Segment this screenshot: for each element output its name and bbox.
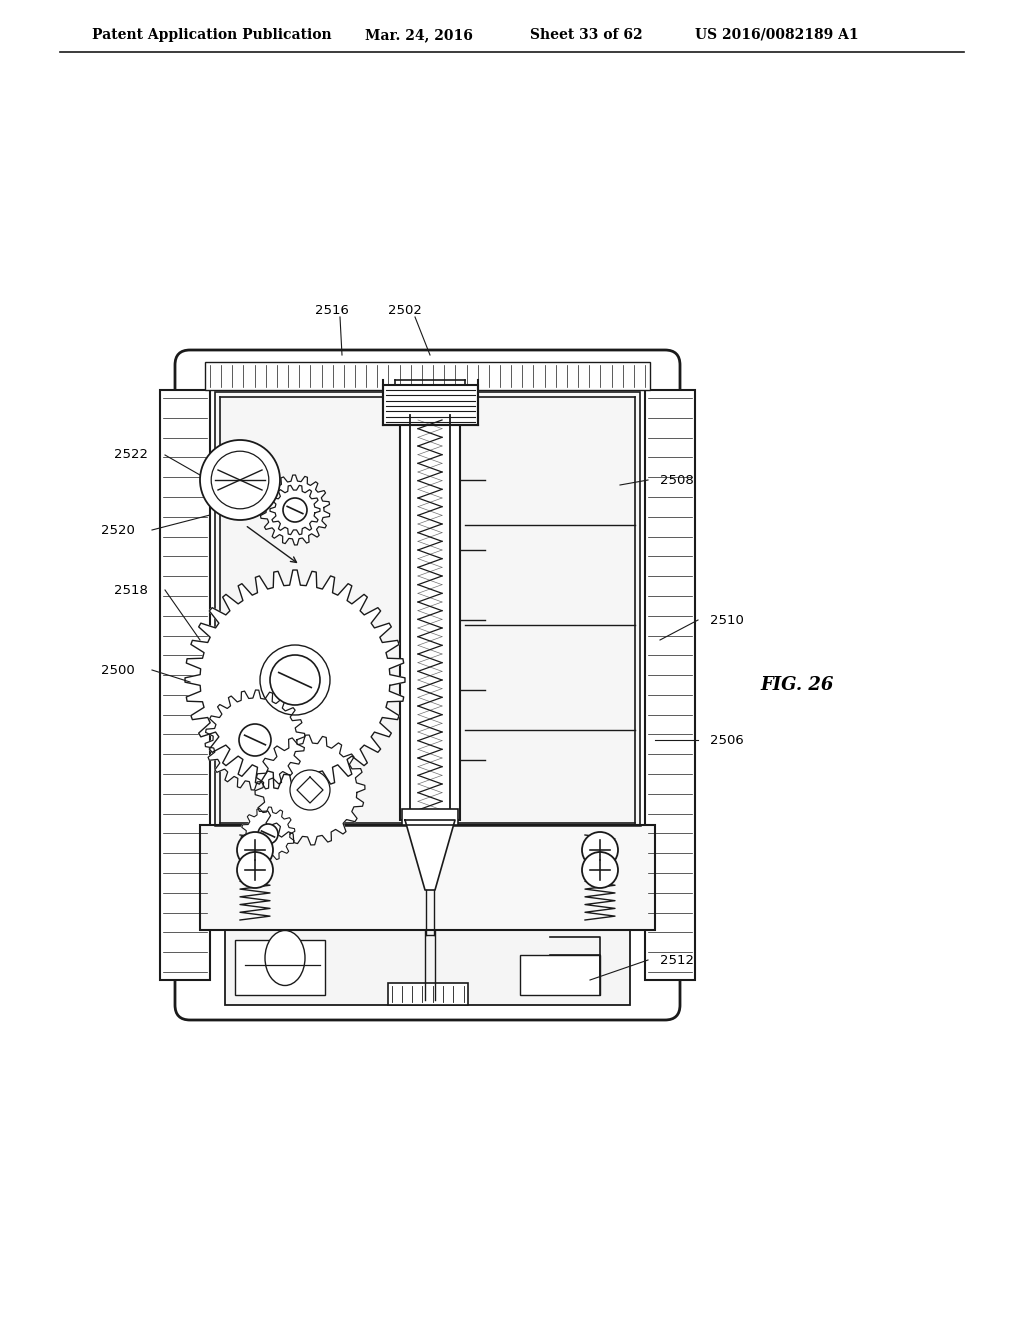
Circle shape: [582, 832, 618, 869]
Text: 2510: 2510: [710, 614, 743, 627]
Bar: [160, 389, 210, 979]
Bar: [225, 931, 630, 1005]
Circle shape: [582, 851, 618, 888]
Bar: [383, 385, 478, 425]
Polygon shape: [255, 735, 365, 845]
Polygon shape: [205, 690, 305, 789]
Circle shape: [237, 851, 273, 888]
Polygon shape: [220, 380, 635, 822]
Text: 2518: 2518: [114, 583, 148, 597]
Circle shape: [200, 440, 280, 520]
Text: 2512: 2512: [660, 953, 694, 966]
Circle shape: [260, 645, 330, 715]
Polygon shape: [270, 486, 319, 535]
Text: Sheet 33 of 62: Sheet 33 of 62: [530, 28, 643, 42]
Text: 2522: 2522: [114, 449, 148, 462]
FancyBboxPatch shape: [175, 350, 680, 1020]
Text: Mar. 24, 2016: Mar. 24, 2016: [365, 28, 473, 42]
Bar: [520, 954, 600, 995]
Bar: [200, 825, 655, 931]
Text: US 2016/0082189 A1: US 2016/0082189 A1: [695, 28, 859, 42]
Bar: [215, 392, 640, 825]
Circle shape: [283, 498, 307, 521]
Bar: [387, 983, 468, 1005]
Text: Patent Application Publication: Patent Application Publication: [92, 28, 332, 42]
Bar: [205, 362, 650, 389]
Circle shape: [290, 770, 330, 810]
Text: FIG. 26: FIG. 26: [760, 676, 834, 694]
Polygon shape: [406, 820, 455, 890]
Bar: [234, 940, 325, 995]
Text: 2500: 2500: [101, 664, 135, 676]
Circle shape: [239, 723, 271, 756]
Circle shape: [270, 655, 319, 705]
Text: 2502: 2502: [388, 304, 422, 317]
Circle shape: [258, 824, 278, 843]
Polygon shape: [241, 807, 295, 861]
Text: 2508: 2508: [660, 474, 693, 487]
Text: 2506: 2506: [710, 734, 743, 747]
Bar: [402, 809, 458, 825]
Text: 2516: 2516: [315, 304, 349, 317]
Polygon shape: [260, 475, 330, 545]
Polygon shape: [185, 570, 404, 789]
Text: 2520: 2520: [101, 524, 135, 536]
Bar: [645, 389, 695, 979]
Circle shape: [237, 832, 273, 869]
Bar: [400, 395, 460, 820]
Ellipse shape: [265, 931, 305, 986]
